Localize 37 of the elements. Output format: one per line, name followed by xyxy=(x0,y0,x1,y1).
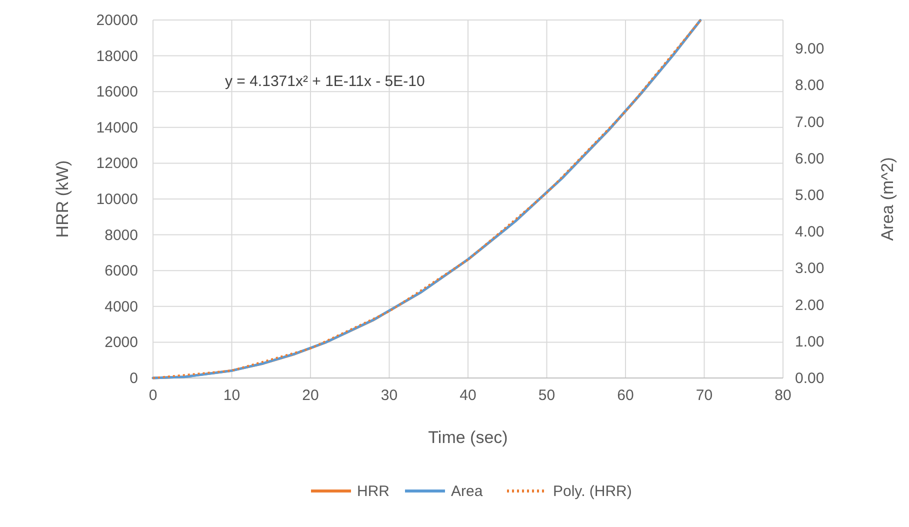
y2-tick-label: 2.00 xyxy=(795,296,824,314)
y-tick-label: 8000 xyxy=(104,226,138,244)
y2-tick-label: 8.00 xyxy=(795,77,824,94)
y-tick-label: 6000 xyxy=(104,262,138,280)
y2-tick-label: 6.00 xyxy=(795,150,824,168)
x-tick-label: 10 xyxy=(223,387,240,404)
y2-tick-label: 5.00 xyxy=(795,186,824,204)
x-tick-label: 30 xyxy=(380,387,398,404)
y2-tick-label: 0.00 xyxy=(795,370,824,387)
legend-label: HRR xyxy=(357,483,390,500)
y-tick-label: 14000 xyxy=(96,119,138,136)
y-tick-label: 2000 xyxy=(104,334,138,352)
x-tick-label: 50 xyxy=(538,387,556,404)
y2-tick-label: 4.00 xyxy=(795,224,824,241)
y-tick-label: 16000 xyxy=(96,84,138,101)
y2-tick-label: 9.00 xyxy=(795,40,824,58)
legend-label: Area xyxy=(451,483,484,500)
y-tick-label: 10000 xyxy=(96,191,138,208)
x-tick-label: 60 xyxy=(617,387,634,404)
y-tick-label: 18000 xyxy=(96,48,138,65)
y-tick-label: 20000 xyxy=(96,12,138,29)
x-tick-label: 80 xyxy=(774,387,792,404)
x-tick-label: 0 xyxy=(148,387,158,404)
x-tick-label: 20 xyxy=(302,387,319,404)
y-tick-label: 4000 xyxy=(104,298,138,316)
legend-label: Poly. (HRR) xyxy=(553,483,632,500)
x-axis-title: Time (sec) xyxy=(428,428,508,447)
x-tick-label: 40 xyxy=(460,387,476,404)
y2-tick-label: 3.00 xyxy=(795,260,824,278)
y2-tick-label: 7.00 xyxy=(795,114,824,131)
y-tick-label: 0 xyxy=(130,370,138,387)
y2-tick-label: 1.00 xyxy=(795,333,824,350)
y-tick-label: 12000 xyxy=(96,155,138,172)
annotation: y = 4.1371x² + 1E-11x - 5E-10 xyxy=(225,73,425,90)
x-tick-label: 70 xyxy=(696,387,713,404)
y2-axis-title: Area (m^2) xyxy=(878,157,897,241)
y-axis-title: HRR (kW) xyxy=(53,160,72,238)
